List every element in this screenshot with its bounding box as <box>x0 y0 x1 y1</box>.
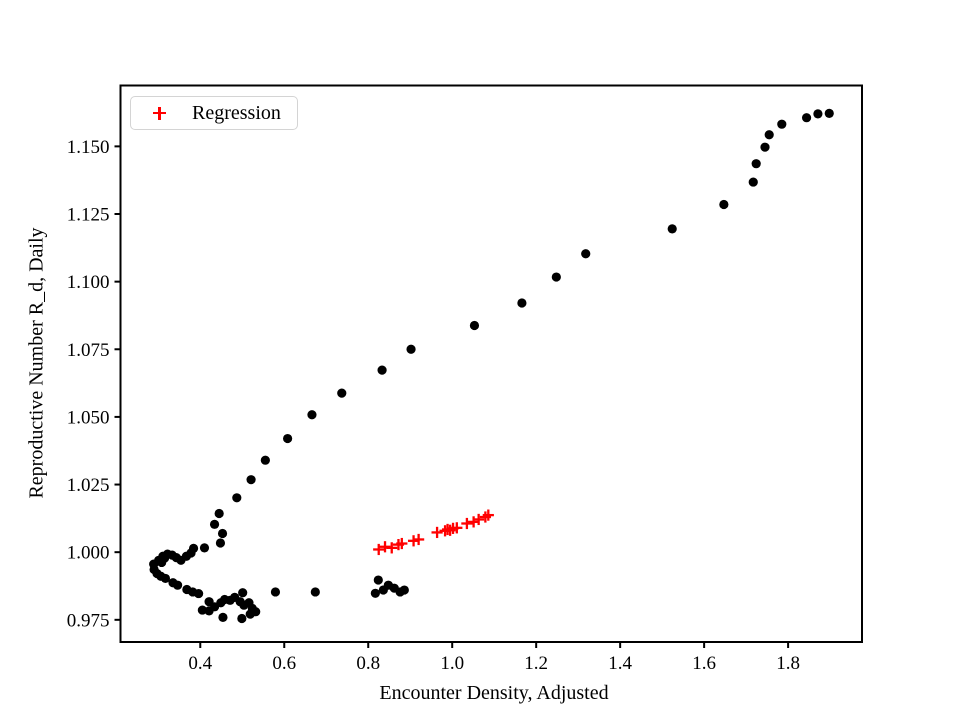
data-point <box>824 108 834 118</box>
data-point <box>760 142 770 152</box>
data-point <box>307 410 317 420</box>
x-axis-label: Encounter Density, Adjusted <box>379 682 609 704</box>
x-tick-label: 0.8 <box>356 653 380 674</box>
data-point <box>157 557 167 568</box>
data-point <box>667 224 677 234</box>
data-point <box>237 613 247 624</box>
data-point <box>551 272 561 282</box>
x-tick-label: 1.4 <box>608 653 632 674</box>
data-point <box>399 585 409 595</box>
data-point <box>217 528 228 539</box>
data-point <box>469 320 480 331</box>
data-point <box>215 538 226 548</box>
data-point <box>813 109 823 119</box>
data-point <box>406 344 416 354</box>
data-point <box>199 543 210 553</box>
data-point <box>173 580 183 590</box>
data-point <box>801 113 812 123</box>
data-point <box>209 519 220 529</box>
y-tick-label: 1.050 <box>67 407 110 428</box>
data-point <box>370 588 380 598</box>
y-tick-label: 1.125 <box>67 205 110 226</box>
data-point <box>193 588 204 599</box>
data-point <box>377 365 387 375</box>
y-tick-label: 1.150 <box>67 137 110 158</box>
y-tick-label: 1.100 <box>67 272 110 293</box>
data-point <box>214 508 224 519</box>
legend-label: Regression <box>192 101 281 124</box>
data-point <box>581 249 591 259</box>
regression-plus-icon <box>153 106 166 120</box>
y-axis-label: Reproductive Number R_d, Daily <box>25 227 48 499</box>
data-point <box>748 177 758 187</box>
plot-border <box>119 84 863 643</box>
data-point <box>777 119 787 129</box>
data-point <box>764 130 774 140</box>
y-tick-label: 1.025 <box>67 475 110 496</box>
data-point <box>218 612 228 622</box>
data-point <box>238 588 248 598</box>
x-tick-label: 0.4 <box>188 653 212 674</box>
x-tick-label: 0.6 <box>272 653 296 674</box>
x-tick-label: 1.8 <box>776 653 800 674</box>
data-point <box>246 475 256 485</box>
data-point <box>245 609 255 619</box>
y-tick-label: 1.075 <box>67 340 110 361</box>
data-point <box>270 587 281 597</box>
data-point <box>517 298 527 308</box>
data-point <box>373 575 383 585</box>
legend: Regression <box>130 96 298 130</box>
data-point <box>197 605 207 615</box>
data-point <box>283 433 293 444</box>
y-tick-label: 0.975 <box>67 610 110 631</box>
y-tick-label: 1.000 <box>67 543 110 564</box>
data-point <box>310 587 320 597</box>
data-point <box>719 199 729 210</box>
data-point <box>260 455 270 465</box>
x-tick-label: 1.2 <box>524 653 548 674</box>
data-point <box>751 159 761 169</box>
data-point <box>337 388 347 398</box>
data-point <box>232 493 242 503</box>
x-tick-label: 1.0 <box>440 653 464 674</box>
data-point <box>160 573 171 584</box>
x-tick-label: 1.6 <box>692 653 716 674</box>
